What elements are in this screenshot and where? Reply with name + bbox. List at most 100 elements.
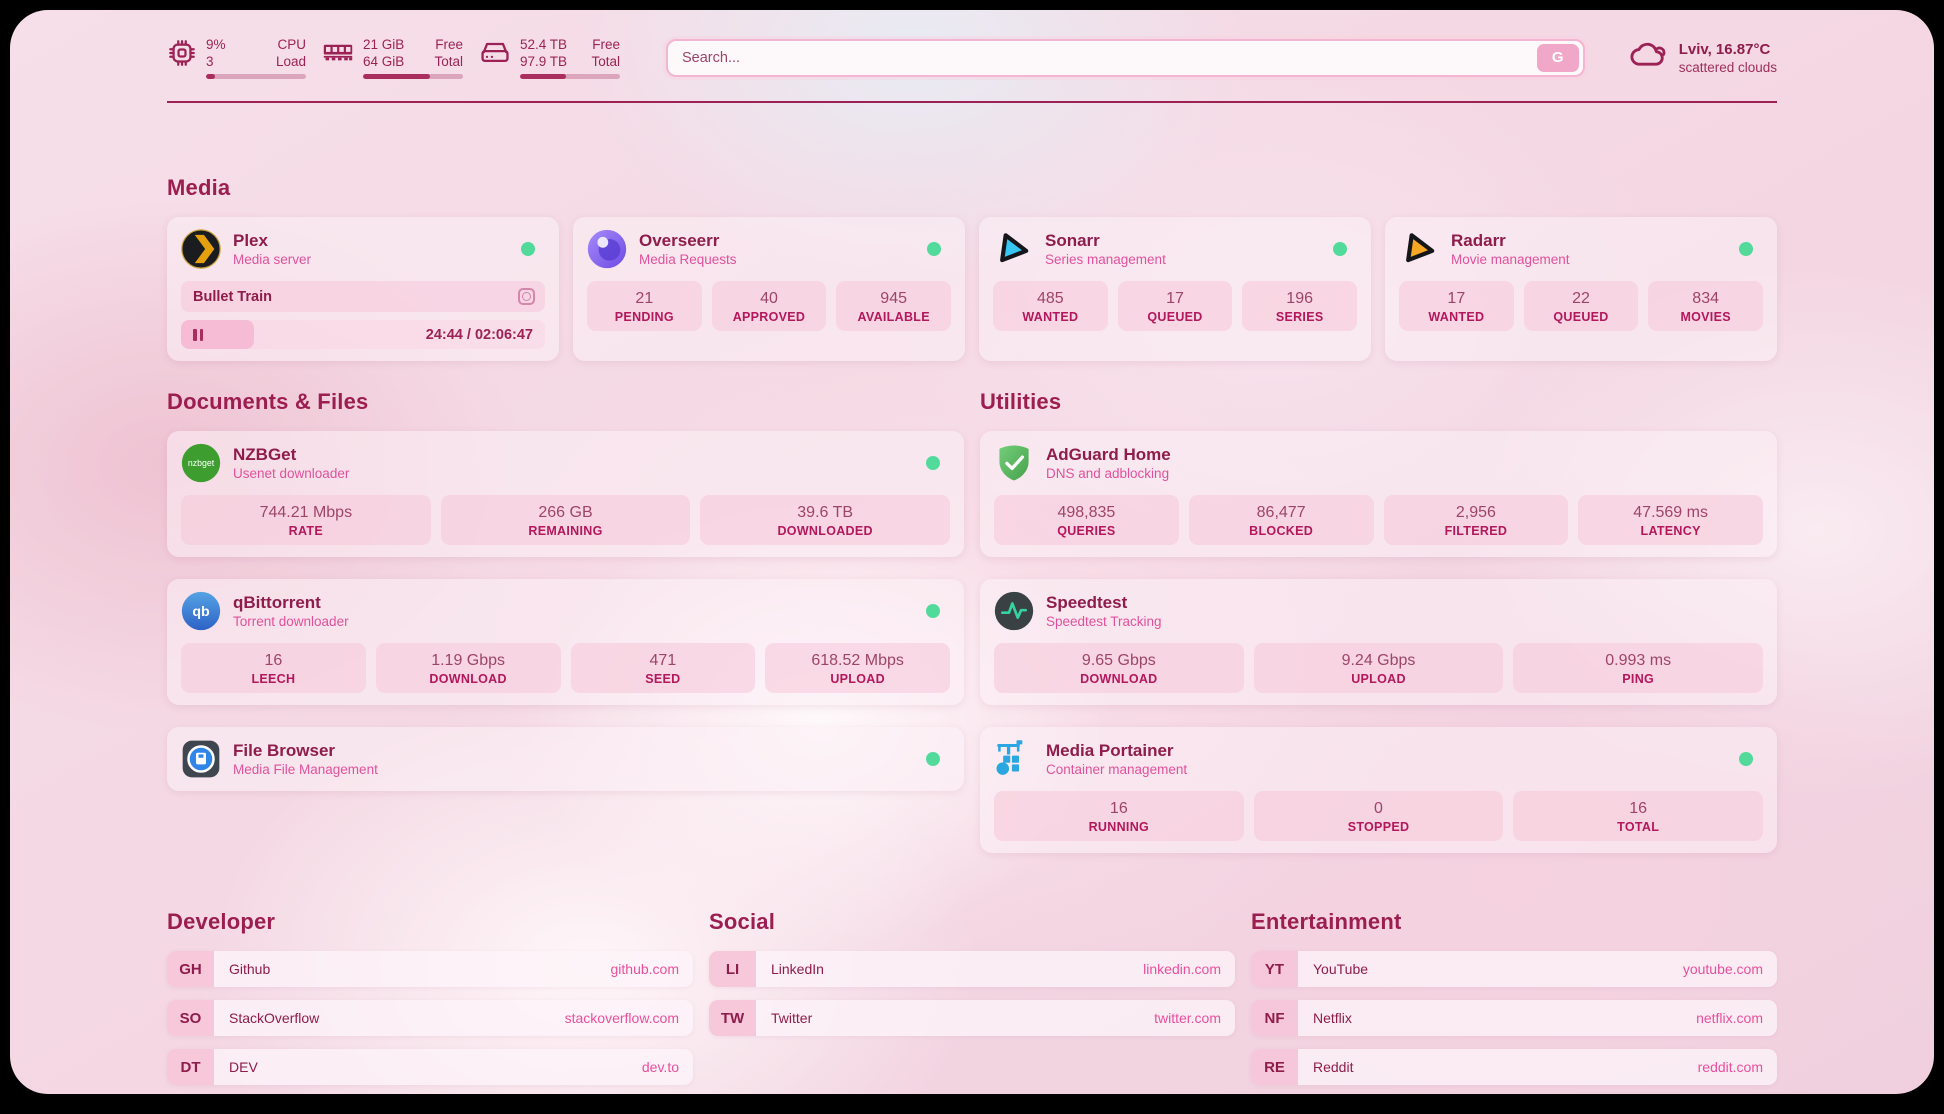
cpu-load-label: Load (275, 54, 306, 69)
stat-tile: 485 WANTED (993, 281, 1108, 331)
bookmark-abbr: DT (167, 1049, 214, 1085)
search-engine-button[interactable]: G (1536, 43, 1579, 72)
search-input[interactable] (682, 49, 1537, 66)
app-description: DNS and adblocking (1046, 466, 1170, 481)
memory-progress-track (363, 74, 463, 79)
pause-button[interactable] (193, 320, 203, 349)
section-utilities: Utilities AdGu (980, 389, 1777, 853)
app-name: Sonarr (1045, 231, 1100, 250)
playback-progress-bar[interactable]: 24:44 / 02:06:47 (181, 320, 545, 349)
stat-tile: 945 AVAILABLE (836, 281, 951, 331)
stat-value: 39.6 TB (797, 504, 854, 521)
stat-value: 40 (760, 290, 778, 307)
app-card-filebrowser[interactable]: File Browser Media File Management (167, 727, 964, 791)
bookmark-stackoverflow[interactable]: SO StackOverflow stackoverflow.com (167, 1000, 693, 1036)
stat-tile: 744.21 Mbps RATE (181, 495, 431, 545)
stat-value: 16 (264, 652, 283, 669)
app-name: qBittorrent (233, 593, 321, 612)
app-card-sonarr[interactable]: Sonarr Series management 485 WANTED 17 Q… (979, 217, 1371, 361)
bookmark-name: LinkedIn (771, 961, 824, 977)
stat-tile: 471 SEED (570, 643, 756, 693)
bookmark-youtube[interactable]: YT YouTube youtube.com (1251, 951, 1777, 987)
bookmark-abbr: GH (167, 951, 214, 987)
section-social: Social LI LinkedIn linkedin.com TW Twitt… (709, 909, 1235, 1085)
stat-label: UPLOAD (1351, 672, 1406, 686)
app-name: File Browser (233, 741, 336, 760)
stat-label: WANTED (1428, 310, 1485, 324)
stat-value: 0 (1374, 800, 1383, 817)
disk-progress-track (520, 74, 620, 79)
speedtest-icon (994, 591, 1034, 631)
bookmark-netflix[interactable]: NF Netflix netflix.com (1251, 1000, 1777, 1036)
bookmark-abbr: LI (709, 951, 756, 987)
memory-free-label: Free (435, 37, 463, 52)
bookmark-reddit[interactable]: RE Reddit reddit.com (1251, 1049, 1777, 1085)
stat-value: 17 (1166, 290, 1184, 307)
app-card-qbittorrent[interactable]: qb qBittorrent Torrent downloader (167, 579, 964, 705)
stat-label: DOWNLOADED (777, 524, 873, 538)
bookmark-name: StackOverflow (229, 1010, 320, 1026)
stat-value: 22 (1572, 290, 1590, 307)
stat-tile: 17 WANTED (1399, 281, 1514, 331)
stat-tile: 834 MOVIES (1648, 281, 1763, 331)
stat-label: LATENCY (1640, 524, 1701, 538)
app-card-speedtest[interactable]: Speedtest Speedtest Tracking 9.65 Gbps D… (980, 579, 1777, 705)
bookmark-abbr: YT (1251, 951, 1298, 987)
app-card-plex[interactable]: Plex Media server Bullet Train 24:44 / 0… (167, 217, 559, 361)
stat-label: APPROVED (732, 310, 806, 324)
stat-tile: 16 RUNNING (994, 791, 1244, 841)
adguard-icon (994, 443, 1034, 483)
main-content: Media Plex Media server Bullet (10, 175, 1934, 1085)
weather-condition: scattered clouds (1678, 59, 1777, 75)
app-card-overseerr[interactable]: Overseerr Media Requests 21 PENDING 40 A… (573, 217, 965, 361)
app-card-portainer[interactable]: Media Portainer Container management 16 … (980, 727, 1777, 853)
app-card-nzbget[interactable]: nzbget NZBGet Usenet downloader 744.21 M… (167, 431, 964, 557)
status-dot (926, 604, 940, 618)
media-cards-row: Plex Media server Bullet Train 24:44 / 0… (167, 217, 1777, 361)
app-card-radarr[interactable]: Radarr Movie management 17 WANTED 22 QUE… (1385, 217, 1777, 361)
status-dot (1739, 752, 1753, 766)
status-dot (927, 242, 941, 256)
stat-label: FILTERED (1444, 524, 1508, 538)
stat-tile: 9.24 Gbps UPLOAD (1253, 643, 1504, 693)
stat-value: 834 (1692, 290, 1719, 307)
stat-label: RUNNING (1088, 820, 1150, 834)
stat-label: SEED (645, 672, 681, 686)
stat-label: TOTAL (1617, 820, 1660, 834)
app-card-adguard[interactable]: AdGuard Home DNS and adblocking 498,835 … (980, 431, 1777, 557)
bookmark-abbr: SO (167, 1000, 214, 1036)
header-divider (167, 101, 1777, 103)
status-dot (926, 456, 940, 470)
stat-value: 2,956 (1455, 504, 1496, 521)
weather-widget: Lviv, 16.87°C scattered clouds (1629, 40, 1777, 76)
bookmark-name: YouTube (1313, 961, 1369, 977)
stat-label: QUERIES (1057, 524, 1116, 538)
status-dot (1333, 242, 1347, 256)
section-documents: Documents & Files nzbget NZBGet Usenet d… (167, 389, 964, 791)
bookmark-url: youtube.com (1682, 961, 1763, 977)
disk-free-value: 52.4 TB (520, 37, 568, 52)
bookmark-abbr: TW (709, 1000, 756, 1036)
bookmark-url: dev.to (641, 1059, 679, 1075)
bookmark-dev[interactable]: DT DEV dev.to (167, 1049, 693, 1085)
stat-value: 266 GB (538, 504, 593, 521)
stat-tile: 1.19 Gbps DOWNLOAD (375, 643, 561, 693)
stat-label: AVAILABLE (857, 310, 930, 324)
stat-label: LEECH (251, 672, 296, 686)
bookmark-github[interactable]: GH Github github.com (167, 951, 693, 987)
status-dot (521, 242, 535, 256)
app-name: Overseerr (639, 231, 720, 250)
memory-total-value: 64 GiB (363, 54, 405, 69)
bookmark-twitter[interactable]: TW Twitter twitter.com (709, 1000, 1235, 1036)
cloud-icon (1629, 40, 1669, 75)
app-name: Speedtest (1046, 593, 1128, 612)
stat-tile: 22 QUEUED (1523, 281, 1639, 331)
bookmark-linkedin[interactable]: LI LinkedIn linkedin.com (709, 951, 1235, 987)
portainer-icon (994, 739, 1034, 779)
stat-value: 17 (1447, 290, 1466, 307)
status-dot (926, 752, 940, 766)
stat-value: 618.52 Mbps (811, 652, 904, 669)
bookmark-abbr: NF (1251, 1000, 1298, 1036)
stat-tile: 618.52 Mbps UPLOAD (765, 643, 950, 693)
memory-total-label: Total (434, 54, 463, 69)
